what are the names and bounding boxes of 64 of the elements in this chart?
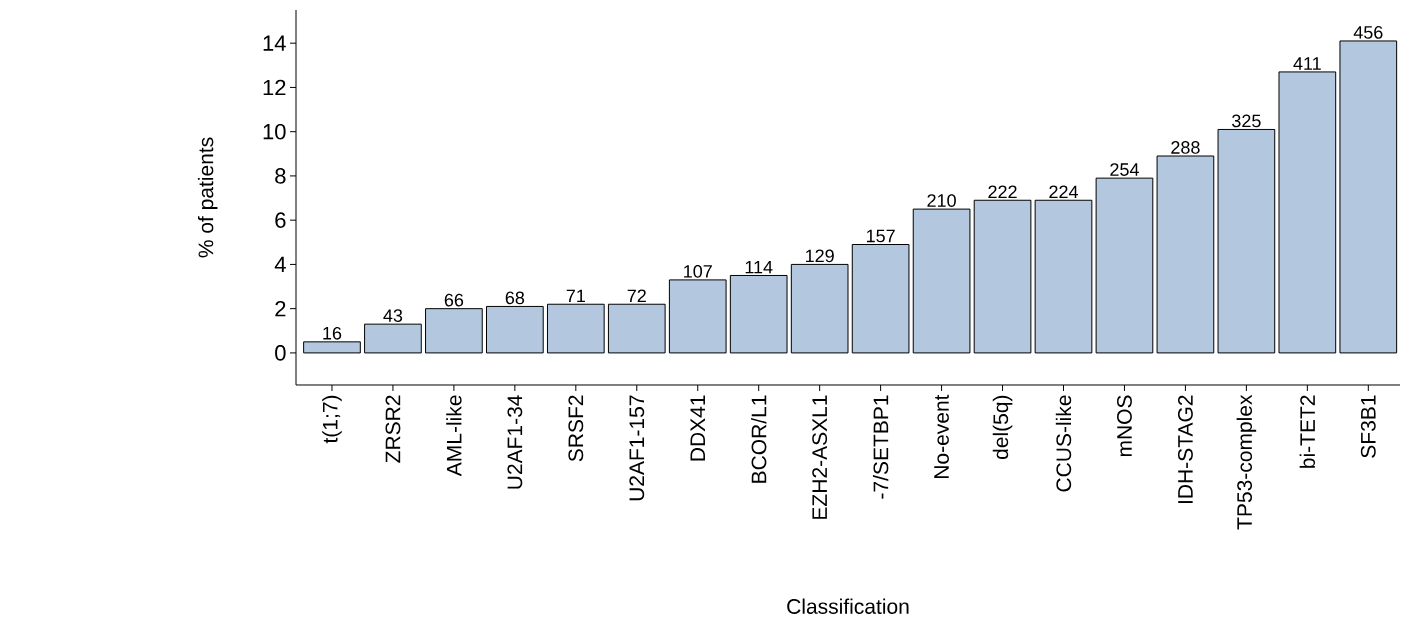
y-tick-label: 4 (274, 256, 286, 272)
bar (486, 305, 544, 354)
bar (1034, 199, 1093, 354)
bar (303, 341, 361, 354)
annotation: 224 (1049, 185, 1078, 199)
annotation: 157 (866, 229, 895, 243)
bar (729, 274, 788, 354)
bar (912, 208, 971, 354)
x-tick-label: SF3B1 (1360, 395, 1376, 458)
x-tick-label: No-event (934, 394, 949, 479)
y-tick-label: 6 (275, 212, 286, 228)
x-tick-label: DDX41 (690, 395, 705, 461)
annotation: 288 (1171, 141, 1200, 154)
annotation: 456 (1353, 26, 1383, 39)
x-tick-label: AML-like (446, 395, 462, 477)
annotation: 129 (806, 249, 834, 263)
annotation: 210 (927, 194, 956, 207)
y-tick-label: 8 (275, 168, 286, 184)
x-axis-title: Classification (787, 598, 909, 614)
bar (851, 244, 910, 354)
annotation: 325 (1232, 114, 1261, 128)
x-tick-label: del(5q) (992, 395, 1013, 460)
x-tick-label: BCOR/L1 (750, 395, 767, 483)
annotation: 107 (684, 264, 712, 278)
x-tick-label: TP53-complex (1236, 394, 1257, 530)
bar (1095, 177, 1154, 354)
annotation: 68 (505, 291, 525, 305)
x-tick-label: EZH2-ASXL1 (812, 395, 828, 519)
bar (1339, 40, 1398, 354)
bar (364, 323, 422, 354)
bar (973, 199, 1032, 354)
x-tick-label: SRSF2 (568, 395, 584, 462)
x-tick-label: ZRSR2 (385, 395, 401, 463)
bar (546, 303, 605, 354)
bar (668, 279, 727, 354)
x-tick-label: U2AF1-157 (629, 395, 645, 501)
bar (1217, 128, 1276, 354)
annotation: 222 (988, 185, 1017, 199)
annotation: 72 (627, 289, 646, 303)
x-tick-label: U2AF1-34 (507, 395, 523, 489)
x-tick-label: CCUS-like (1055, 395, 1072, 492)
bar (790, 263, 849, 354)
annotation: 71 (566, 289, 585, 303)
y-axis-title: % of patients (197, 137, 218, 258)
x-tick-label: t(1;7) (322, 395, 342, 444)
bar (1156, 155, 1215, 354)
annotation: 114 (745, 260, 773, 274)
y-tick-label: 2 (275, 300, 286, 317)
bar (1278, 71, 1337, 354)
bar (607, 303, 666, 354)
y-tick-label: 14 (263, 35, 286, 51)
y-tick-label: 0 (275, 345, 286, 361)
x-tick-label: IDH-STAG2 (1177, 395, 1193, 504)
bar (425, 308, 483, 354)
annotation: 66 (444, 293, 464, 307)
annotation: 16 (323, 326, 342, 340)
x-tick-label: -7/SETBP1 (872, 395, 889, 499)
annotation: 43 (383, 309, 403, 322)
annotation: 254 (1110, 163, 1139, 176)
x-tick-label: bi-TET2 (1299, 395, 1316, 468)
y-tick-label: 10 (263, 123, 286, 140)
annotation: 411 (1293, 57, 1321, 70)
x-tick-label: mNOS (1117, 395, 1132, 457)
y-tick-label: 12 (263, 79, 286, 96)
